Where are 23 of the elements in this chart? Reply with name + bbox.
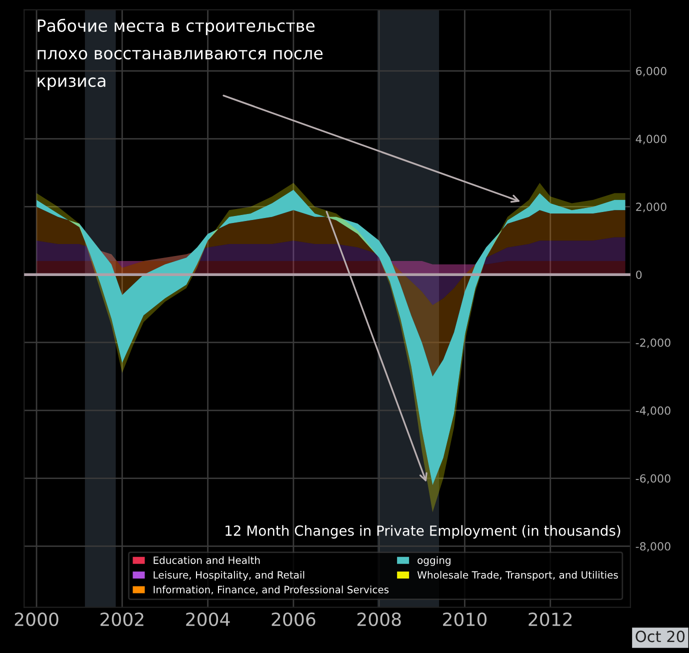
annotation: Рабочие места в строительстве плохо восстанавливаются после кризиса — [38, 18, 323, 90]
y-tick-label: 6,000 — [636, 66, 666, 76]
y-tick-label: 4,000 — [636, 134, 666, 144]
y-tick-label: -2,000 — [636, 338, 670, 348]
y-tick-label: 2,000 — [636, 202, 666, 212]
legend-label: Education and Health — [154, 556, 260, 564]
x-tick-label: 2010 — [443, 612, 486, 626]
legend-label: Leisure, Hospitality, and Retail — [154, 570, 304, 581]
y-tick-label: -6,000 — [636, 474, 670, 484]
legend-label: ogging — [418, 556, 450, 566]
y-tick-label: 0 — [636, 270, 642, 279]
text: Oct 20 — [636, 630, 685, 642]
x-tick-label: 2004 — [186, 612, 230, 626]
legend-label: Information, Finance, and Professional Services — [154, 586, 389, 594]
text: 12 Month Changes in Private Employment (in thousands) — [226, 525, 620, 539]
x-tick-label: 2002 — [100, 612, 144, 626]
x-tick-label: 2000 — [14, 612, 58, 626]
x-tick-label: 2012 — [528, 612, 572, 626]
y-tick-label: -8,000 — [636, 542, 670, 552]
y-tick-label: -4,000 — [636, 406, 670, 416]
x-tick-label: 2006 — [272, 612, 316, 626]
legend-label: Wholesale Trade, Transport, and Utilities — [417, 570, 618, 581]
x-tick-label: 2008 — [357, 612, 401, 626]
